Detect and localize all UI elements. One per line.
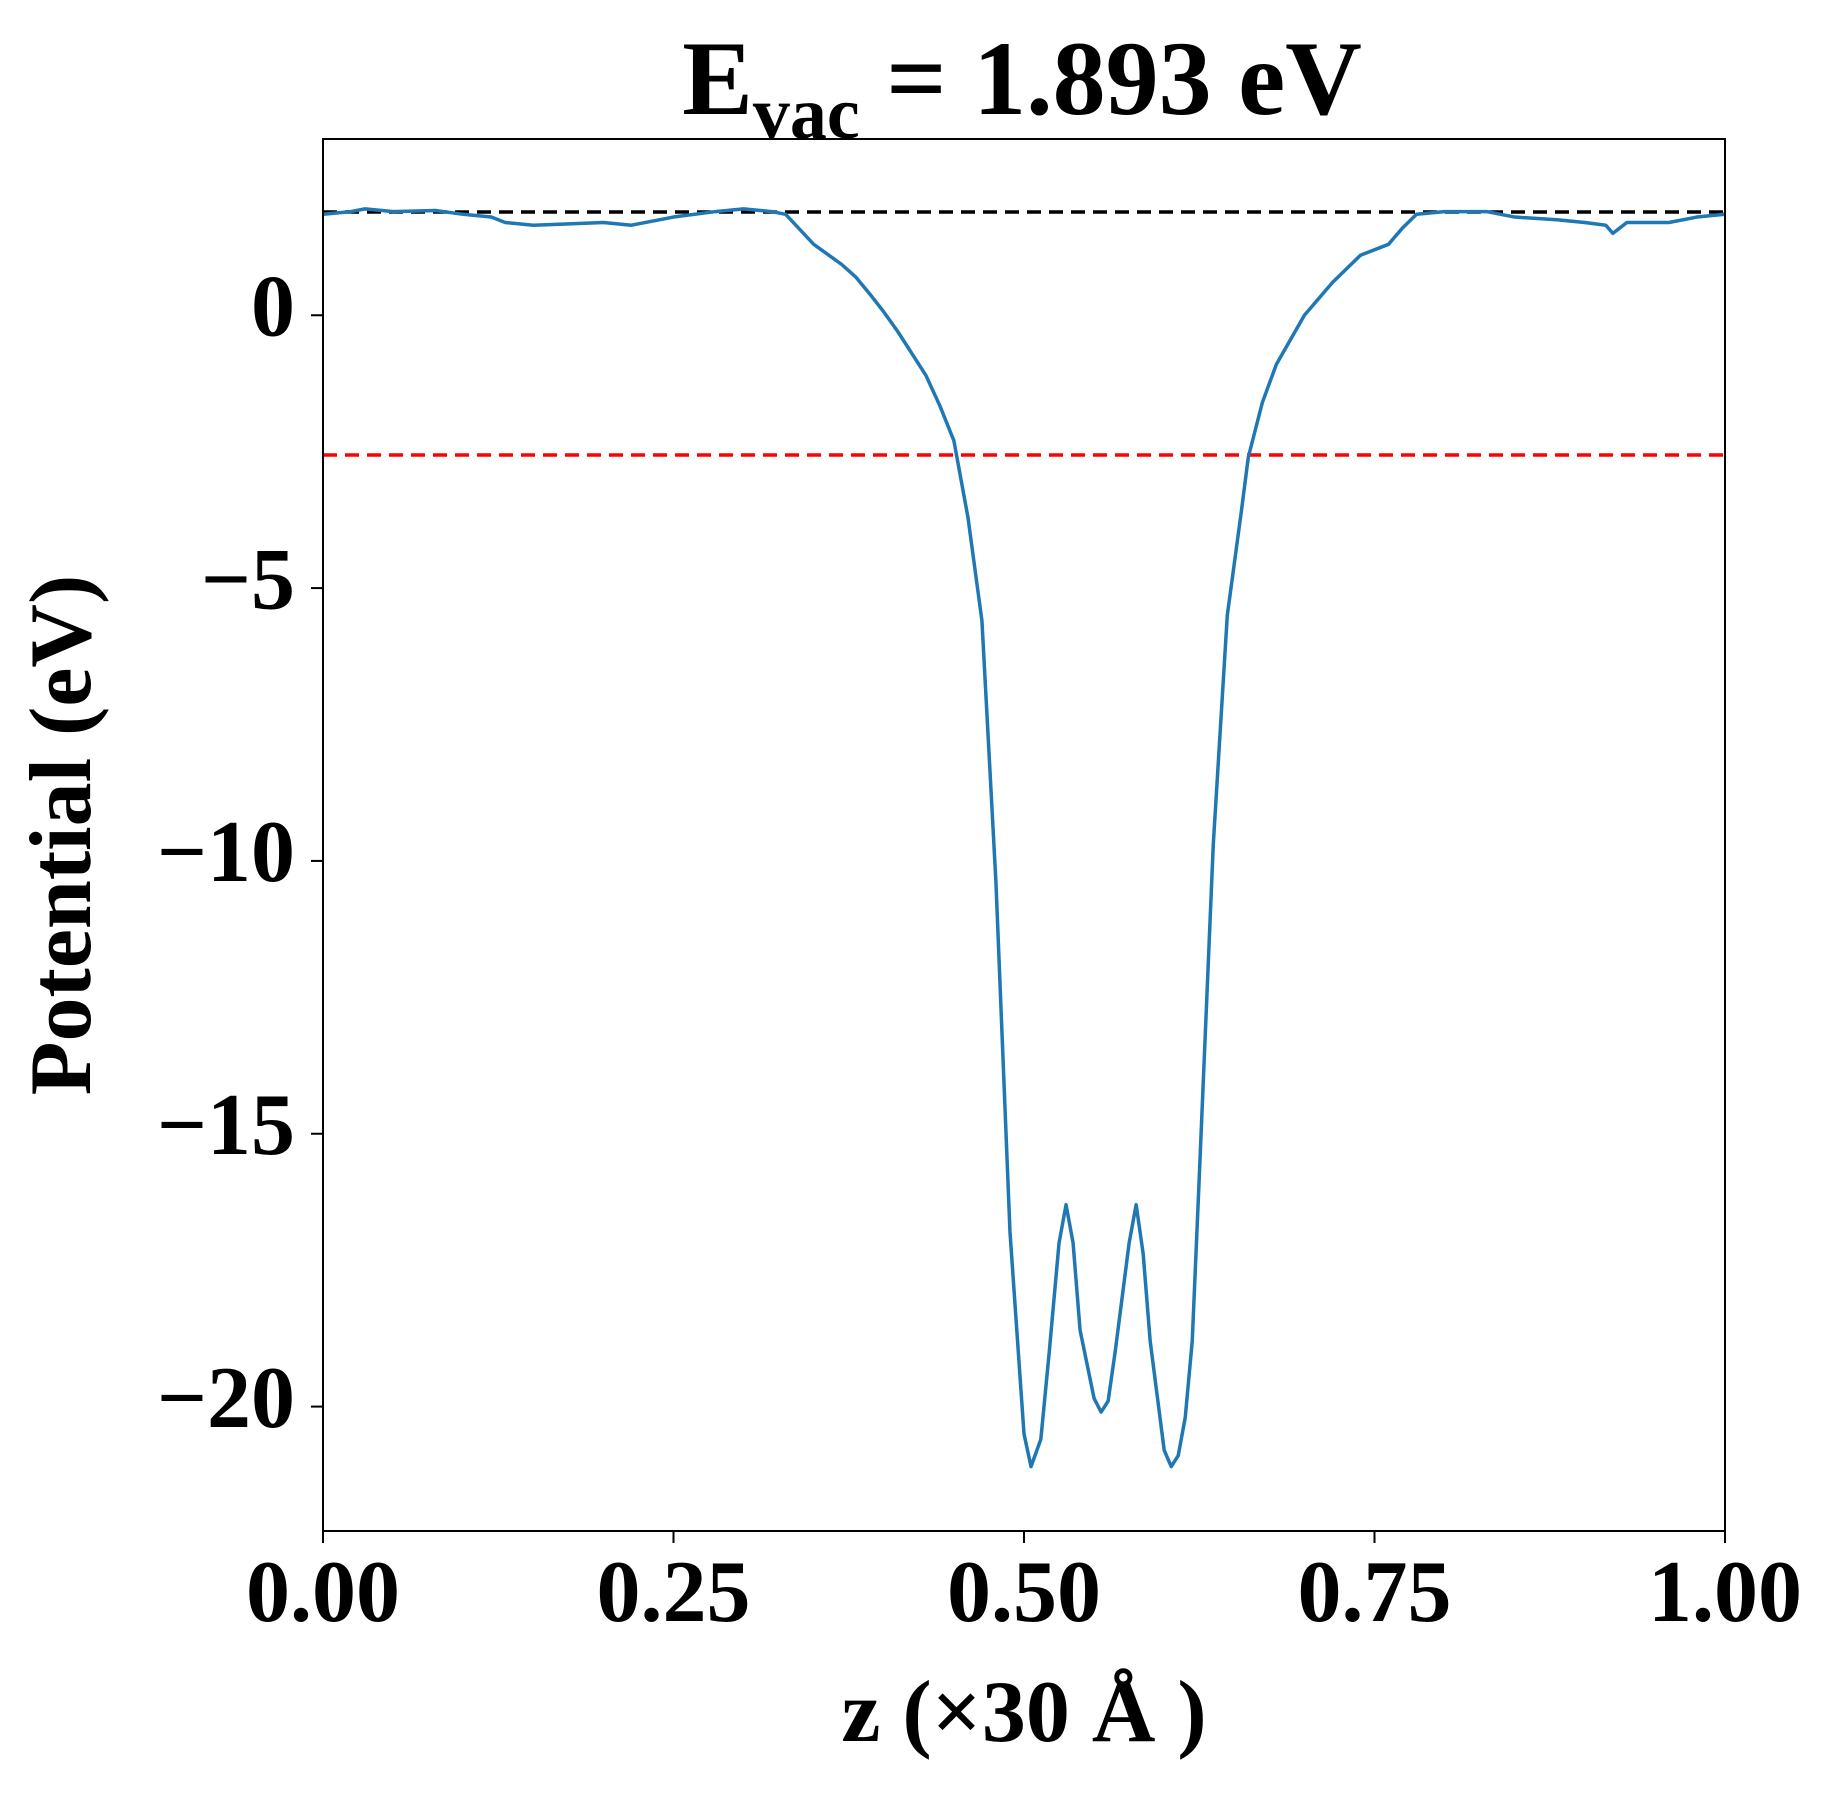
y-tick-label: −15: [157, 1077, 295, 1174]
x-tick-label: 1.00: [1648, 1544, 1802, 1641]
x-tick-label: 0.75: [1298, 1544, 1452, 1641]
title-main: E: [682, 20, 753, 137]
x-tick-label: 0.50: [947, 1544, 1101, 1641]
title-rest: = 1.893 eV: [860, 20, 1362, 137]
plot-frame: [322, 138, 1726, 1532]
y-tick-label: −20: [157, 1350, 295, 1447]
y-tick-label: −5: [201, 531, 295, 628]
chart-title: Evac = 1.893 eV: [682, 20, 1362, 155]
x-tick-label: 0.00: [246, 1544, 400, 1641]
line-series: [322, 207, 1726, 1469]
y-tick-label: 0: [251, 258, 295, 355]
y-axis-label: Potential (eV): [13, 575, 110, 1095]
y-tick-label: −10: [157, 804, 295, 901]
x-axis-label: z (×30 Å ): [841, 1664, 1206, 1761]
x-tick-label: 0.25: [597, 1544, 751, 1641]
title-sub: vac: [753, 73, 860, 155]
